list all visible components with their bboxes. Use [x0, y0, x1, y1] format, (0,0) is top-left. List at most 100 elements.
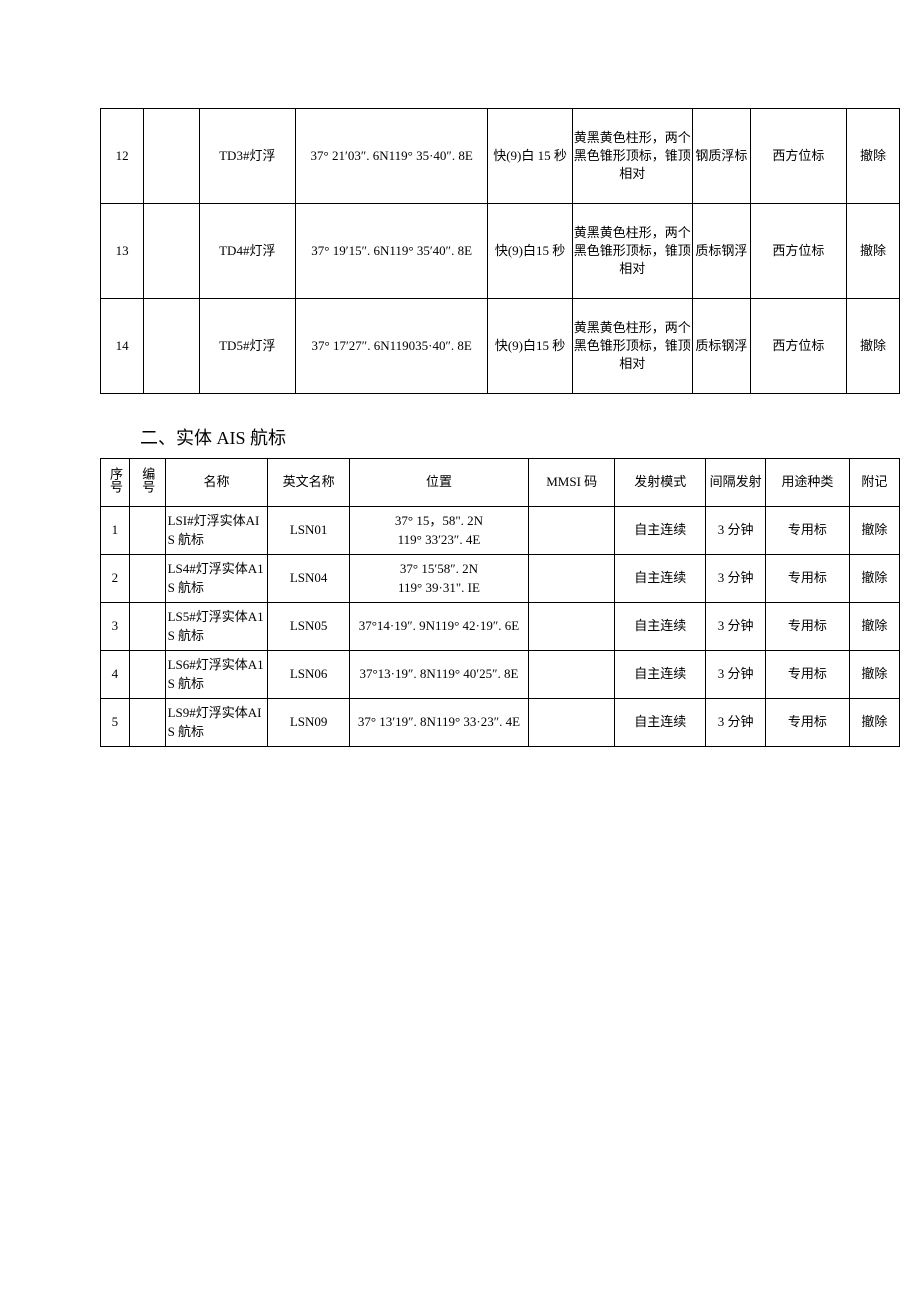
t2-num: [129, 603, 165, 651]
t2-use: 专用标: [765, 507, 849, 555]
t1-type: 西方位标: [750, 204, 846, 299]
t2-pos: 37°13·19″. 8N119° 40′25″. 8E: [349, 651, 528, 699]
t2-name: LS9#灯浮实体AIS 航标: [165, 699, 268, 747]
t2-name: LS6#灯浮实体A1S 航标: [165, 651, 268, 699]
t2-note: 撤除: [849, 507, 899, 555]
t1-name: TD5#灯浮: [199, 299, 295, 394]
t2-h-num: 编号: [129, 459, 165, 507]
t2-h-note: 附记: [849, 459, 899, 507]
t2-h-mmsi: MMSI 码: [529, 459, 615, 507]
t1-type: 西方位标: [750, 109, 846, 204]
t1-pos: 37° 19′15″. 6N119° 35′40″. 8E: [295, 204, 488, 299]
t2-interval: 3 分钟: [706, 699, 766, 747]
t2-interval: 3 分钟: [706, 603, 766, 651]
t2-use: 专用标: [765, 699, 849, 747]
section-2-title: 二、实体 AIS 航标: [140, 424, 920, 450]
t2-interval: 3 分钟: [706, 555, 766, 603]
t1-pos: 37° 21′03″. 6N119° 35·40″. 8E: [295, 109, 488, 204]
table-row: 5 LS9#灯浮实体AIS 航标LSN0937° 13′19″. 8N119° 3…: [101, 699, 900, 747]
table-row: 1 LSI#灯浮实体AIS 航标LSN0137° 15，58". 2N119° 3…: [101, 507, 900, 555]
t2-idx: 3: [101, 603, 130, 651]
t2-note: 撤除: [849, 699, 899, 747]
table-row: 2 LS4#灯浮实体A1S 航标LSN0437° 15′58″. 2N119° 3…: [101, 555, 900, 603]
t1-c2: [144, 204, 199, 299]
t2-mode: 自主连续: [615, 603, 706, 651]
t2-use: 专用标: [765, 603, 849, 651]
t2-num: [129, 651, 165, 699]
t1-c2: [144, 299, 199, 394]
t2-mode: 自主连续: [615, 651, 706, 699]
t2-h-en: 英文名称: [268, 459, 349, 507]
t2-mmsi: [529, 507, 615, 555]
t2-use: 专用标: [765, 555, 849, 603]
t2-use: 专用标: [765, 651, 849, 699]
t1-c2: [144, 109, 199, 204]
t2-en: LSN01: [268, 507, 349, 555]
t1-note: 撤除: [846, 109, 899, 204]
t1-body: 12TD3#灯浮37° 21′03″. 6N119° 35·40″. 8E快(9…: [101, 109, 900, 394]
table-row: 4 LS6#灯浮实体A1S 航标LSN0637°13·19″. 8N119° 40…: [101, 651, 900, 699]
t2-h-idx-label: 序号: [106, 467, 124, 493]
t2-name: LSI#灯浮实体AIS 航标: [165, 507, 268, 555]
t1-type: 西方位标: [750, 299, 846, 394]
t2-h-use: 用途种类: [765, 459, 849, 507]
t1-idx: 12: [101, 109, 144, 204]
t2-num: [129, 507, 165, 555]
t1-name: TD4#灯浮: [199, 204, 295, 299]
t2-name: LS4#灯浮实体A1S 航标: [165, 555, 268, 603]
t2-en: LSN09: [268, 699, 349, 747]
t2-mmsi: [529, 555, 615, 603]
t2-en: LSN06: [268, 651, 349, 699]
t2-interval: 3 分钟: [706, 651, 766, 699]
t1-shape: 黄黑黄色柱形，两个黑色锥形顶标，锥顶相对: [572, 109, 692, 204]
t2-h-pos: 位置: [349, 459, 528, 507]
t2-en: LSN05: [268, 603, 349, 651]
t2-header-row: 序号 编号 名称 英文名称 位置 MMSI 码 发射模式 间隔发射 用途种类 附…: [101, 459, 900, 507]
t2-mmsi: [529, 699, 615, 747]
t2-idx: 4: [101, 651, 130, 699]
t2-pos: 37° 15，58". 2N119° 33′23″. 4E: [349, 507, 528, 555]
t1-material: 质标钢浮: [692, 204, 750, 299]
t1-material: 钢质浮标: [692, 109, 750, 204]
top-spacer: [0, 0, 920, 108]
t2-pos: 37° 15′58″. 2N119° 39·31". IE: [349, 555, 528, 603]
t1-shape: 黄黑黄色柱形，两个黑色锥形顶标，锥顶相对: [572, 299, 692, 394]
t2-en: LSN04: [268, 555, 349, 603]
table-1: 12TD3#灯浮37° 21′03″. 6N119° 35·40″. 8E快(9…: [100, 108, 900, 394]
t2-mmsi: [529, 651, 615, 699]
t2-mode: 自主连续: [615, 699, 706, 747]
t1-light: 快(9)白15 秒: [488, 299, 572, 394]
t2-idx: 2: [101, 555, 130, 603]
t1-shape: 黄黑黄色柱形，两个黑色锥形顶标，锥顶相对: [572, 204, 692, 299]
table-row: 3LS5#灯浮实体A1S 航标LSN0537°14·19″. 9N119° 42…: [101, 603, 900, 651]
table-row: 13 TD4#灯浮37° 19′15″. 6N119° 35′40″. 8E快(9…: [101, 204, 900, 299]
t1-light: 快(9)白15 秒: [488, 204, 572, 299]
t2-h-interval: 间隔发射: [706, 459, 766, 507]
t1-note: 撤除: [846, 299, 899, 394]
t2-idx: 5: [101, 699, 130, 747]
t1-name: TD3#灯浮: [199, 109, 295, 204]
t2-h-mode: 发射模式: [615, 459, 706, 507]
t1-note: 撤除: [846, 204, 899, 299]
table-row: 12TD3#灯浮37° 21′03″. 6N119° 35·40″. 8E快(9…: [101, 109, 900, 204]
t1-idx: 13: [101, 204, 144, 299]
t2-mode: 自主连续: [615, 507, 706, 555]
t1-pos: 37° 17′27″. 6N119035·40″. 8E: [295, 299, 488, 394]
t2-idx: 1: [101, 507, 130, 555]
t2-interval: 3 分钟: [706, 507, 766, 555]
table-row: 14 TD5#灯浮37° 17′27″. 6N119035·40″. 8E快(9)…: [101, 299, 900, 394]
t2-num: [129, 555, 165, 603]
t2-h-name: 名称: [165, 459, 268, 507]
t1-material: 质标钢浮: [692, 299, 750, 394]
t2-h-num-label: 编号: [138, 467, 156, 493]
t2-h-interval-label: 间隔发射: [710, 474, 762, 489]
t2-pos: 37° 13′19″. 8N119° 33·23″. 4E: [349, 699, 528, 747]
t2-mode: 自主连续: [615, 555, 706, 603]
t2-note: 撤除: [849, 603, 899, 651]
t2-mmsi: [529, 603, 615, 651]
t2-pos: 37°14·19″. 9N119° 42·19″. 6E: [349, 603, 528, 651]
t1-idx: 14: [101, 299, 144, 394]
t2-note: 撤除: [849, 651, 899, 699]
t2-head: 序号 编号 名称 英文名称 位置 MMSI 码 发射模式 间隔发射 用途种类 附…: [101, 459, 900, 507]
t2-body: 1 LSI#灯浮实体AIS 航标LSN0137° 15，58". 2N119° 3…: [101, 507, 900, 747]
